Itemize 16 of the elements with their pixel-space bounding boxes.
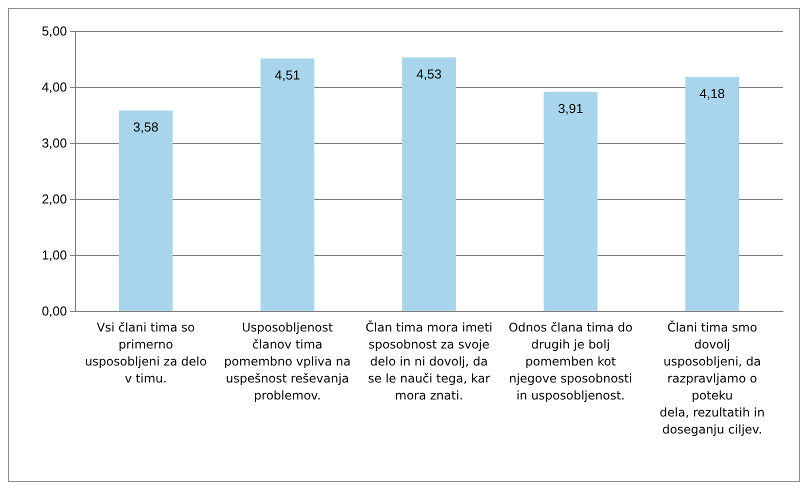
y-tick-label: 1,00	[42, 248, 67, 262]
data-label: 4,51	[274, 67, 300, 82]
y-tick-label: 3,00	[42, 136, 67, 150]
x-tick-label: Usposobljenost članov tima pomembno vpliva na uspešnost reševanja problemov.	[224, 320, 351, 402]
data-label: 3,91	[558, 101, 584, 116]
y-tick-label: 0,00	[42, 304, 67, 318]
x-tick-label: Vsi člani tima so primerno usposobljeni za delo v timu.	[84, 320, 207, 386]
data-label: 3,58	[133, 120, 158, 135]
x-tick-label: Odnos člana tima do drugih je bolj pomemben kot njegove sposobnosti in usposobljenost.	[508, 320, 633, 402]
y-tick-label: 5,00	[42, 24, 67, 38]
y-tick-label: 2,00	[42, 192, 67, 206]
x-tick-label: Člani tima smo dovolj usposobljeni, da razpravljamo o poteku dela, rezultatih in doseganju ciljev.	[660, 320, 765, 436]
x-tick-label: Član tima mora imeti sposobnost za svoje delo in ni dovolj, da se le nauči tega, kar mora znati.	[366, 320, 492, 402]
data-label: 4,18	[700, 86, 725, 101]
data-label: 4,53	[416, 66, 442, 82]
y-tick-label: 4,00	[42, 80, 67, 94]
